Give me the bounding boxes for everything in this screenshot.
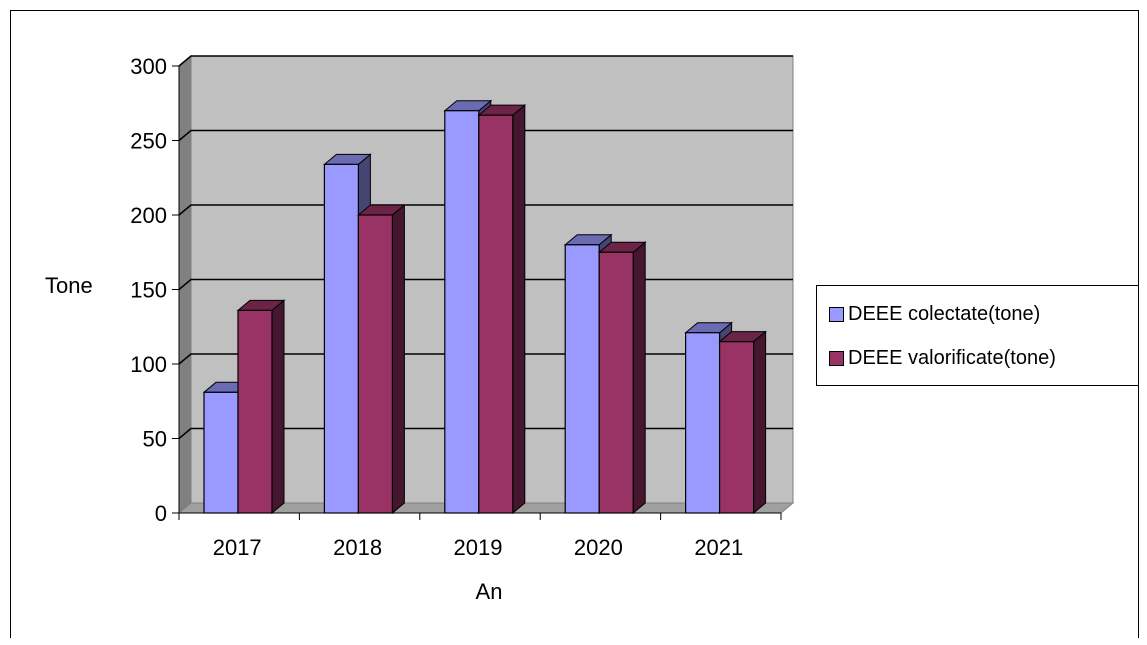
legend: DEEE colectate(tone) DEEE valorificate(t… (816, 285, 1139, 386)
y-tick-label: 0 (155, 501, 167, 526)
y-tick-label: 300 (130, 54, 167, 79)
bar-side (632, 241, 646, 515)
x-tick-label: 2021 (694, 535, 743, 560)
bar (718, 341, 755, 514)
bar (203, 391, 239, 514)
legend-item-series-1: DEEE colectate(tone) (829, 300, 1040, 328)
bar-side (512, 104, 526, 515)
bar (357, 214, 393, 514)
y-tick-label: 150 (130, 278, 167, 303)
x-axis-title: An (476, 579, 503, 604)
y-tick-label: 50 (143, 427, 167, 452)
gridline (178, 204, 793, 216)
legend-swatch-series-1 (829, 306, 844, 322)
gridline (178, 55, 793, 67)
y-tick-label: 100 (130, 352, 167, 377)
bar-side (391, 203, 405, 515)
y-tick-label: 200 (130, 203, 167, 228)
bar (237, 309, 273, 514)
x-tick-label: 2019 (454, 535, 503, 560)
bar-side (753, 330, 767, 515)
bar (478, 114, 514, 514)
legend-item-series-2: DEEE valorificate(tone) (829, 344, 1056, 372)
bar (444, 110, 480, 514)
bar-side (271, 299, 285, 515)
x-tick-label: 2018 (333, 535, 382, 560)
x-tick-label: 2020 (574, 535, 623, 560)
y-axis-title: Tone (45, 273, 93, 298)
legend-label-series-1: DEEE colectate(tone) (848, 302, 1041, 325)
y-tick-label: 250 (130, 129, 167, 154)
bar (564, 244, 600, 514)
bar (323, 163, 359, 514)
bar (598, 251, 634, 514)
bar (684, 332, 721, 514)
gridline (178, 129, 793, 142)
legend-swatch-series-2 (829, 350, 844, 366)
legend-label-series-2: DEEE valorificate(tone) (848, 346, 1056, 369)
x-tick-label: 2017 (213, 535, 262, 560)
